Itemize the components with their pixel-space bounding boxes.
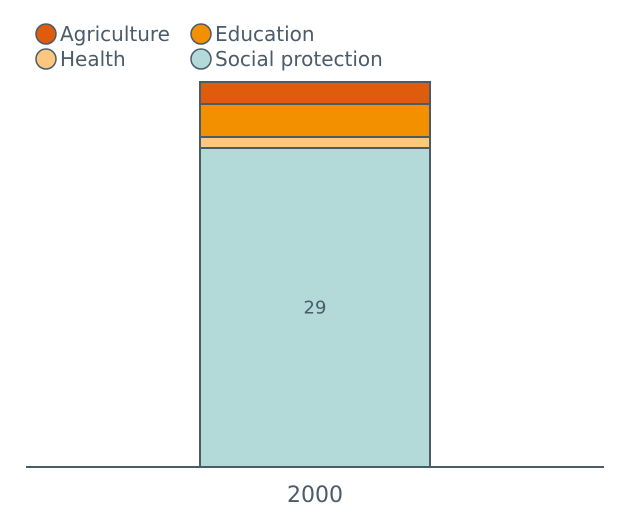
- legend-label-health: Health: [60, 47, 126, 71]
- legend-swatch-health: [35, 48, 57, 70]
- legend-swatch-social-protection: [190, 48, 212, 70]
- legend-label-agriculture: Agriculture: [60, 22, 170, 46]
- data-label-social-protection: 29: [304, 298, 327, 319]
- data-labels: 29: [304, 298, 327, 319]
- x-tick-label-2000: 2000: [287, 483, 343, 506]
- legend-label-education: Education: [215, 22, 315, 46]
- x-axis-ticks: 2000: [287, 483, 343, 506]
- bar-education-2000: [199, 103, 431, 138]
- legend-item-health: Health: [35, 47, 126, 71]
- legend-swatch-agriculture: [35, 23, 57, 45]
- bar-health-2000: [199, 136, 431, 149]
- bar-agriculture-2000: [199, 81, 431, 105]
- legend-item-agriculture: Agriculture: [35, 22, 170, 46]
- legend: Agriculture Education Health Social protect…: [35, 22, 383, 71]
- bar-social-protection-2000: [199, 147, 431, 468]
- legend-swatch-education: [190, 23, 212, 45]
- bar-stack: [199, 81, 431, 468]
- legend-item-education: Education: [190, 22, 315, 46]
- legend-label-social-protection: Social protection: [215, 47, 383, 71]
- legend-item-social-protection: Social protection: [190, 47, 383, 71]
